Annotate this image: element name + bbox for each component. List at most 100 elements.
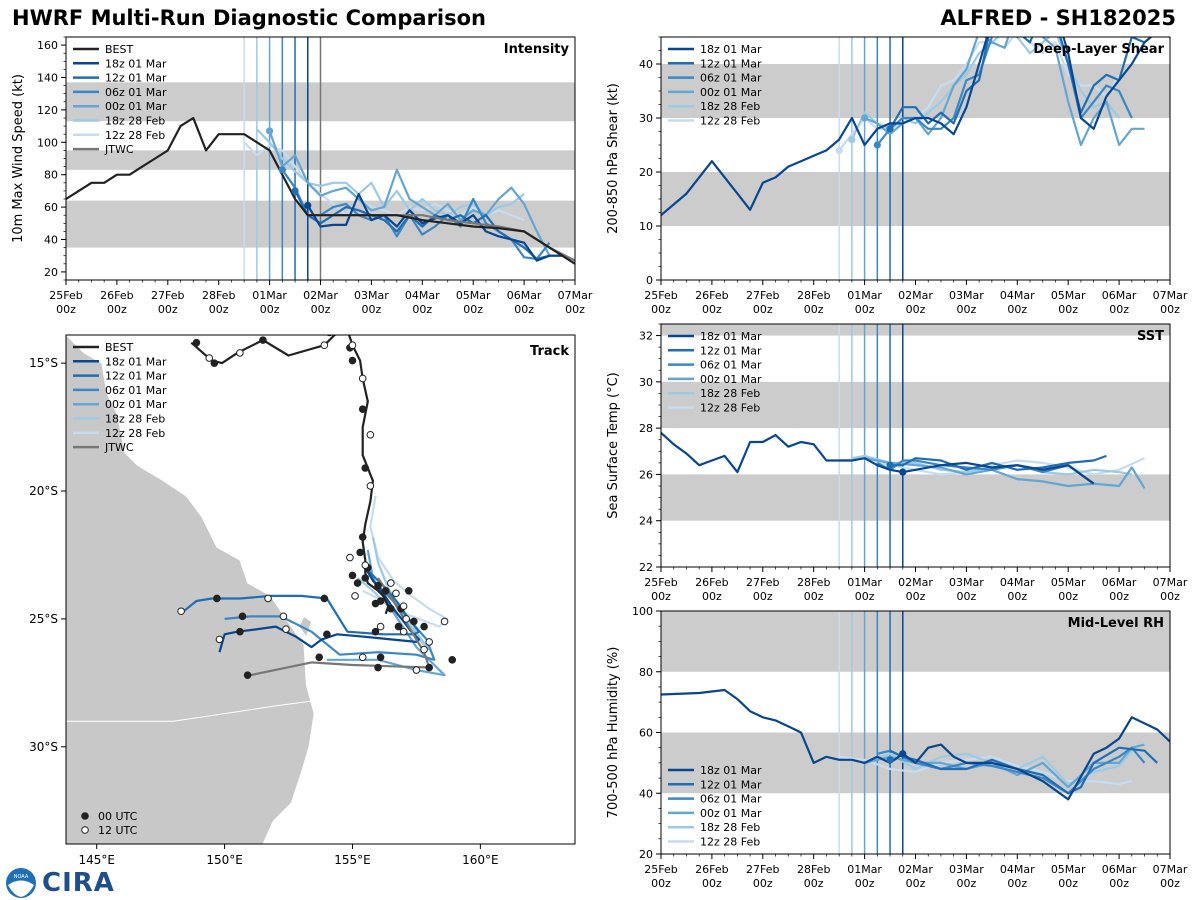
shaded-band [661, 474, 1170, 521]
legend-label: 06z 01 Mar [700, 72, 762, 85]
legend-label: 12z 01 Mar [105, 72, 167, 85]
position-12utc-dot [361, 561, 370, 570]
position-12utc-dot [440, 617, 449, 626]
position-00utc-dot [387, 604, 395, 613]
init-marker [873, 141, 881, 149]
lon-tick-label: 150°E [206, 853, 243, 867]
legend-label: 18z 28 Feb [105, 115, 165, 128]
position-12utc-dot [348, 341, 357, 350]
position-12utc-dot [399, 602, 408, 610]
x-tick-sublabel: 00z [804, 590, 824, 603]
position-12utc-dot [346, 553, 354, 562]
init-marker [886, 756, 894, 764]
x-tick-sublabel: 00z [957, 590, 977, 603]
x-tick-label: 05Mar [1051, 576, 1086, 589]
y-tick-label: 32 [639, 330, 653, 343]
series-line-best [66, 116, 575, 265]
x-tick-label: 27Feb [746, 863, 779, 876]
x-tick-label: 07Mar [1153, 863, 1188, 876]
x-tick-label: 02Mar [303, 289, 338, 302]
legend-label: 06z 01 Mar [700, 359, 762, 372]
y-tick-label: 80 [44, 169, 58, 182]
x-tick-sublabel: 00z [855, 590, 875, 603]
x-tick-label: 01Mar [847, 863, 882, 876]
x-tick-sublabel: 00z [906, 590, 926, 603]
x-tick-label: 03Mar [949, 576, 984, 589]
position-12utc-dot [412, 666, 421, 674]
noaa-logo-text: NOAA [14, 874, 29, 880]
position-12utc-dot [358, 653, 367, 662]
init-marker [886, 461, 894, 469]
land-mass [66, 335, 315, 844]
x-tick-label: 04Mar [1000, 289, 1035, 302]
legend-label: 12z 28 Feb [105, 427, 165, 440]
position-12utc-dot [320, 341, 329, 350]
x-tick-sublabel: 00z [565, 303, 585, 316]
position-12utc-dot [279, 612, 288, 621]
x-tick-label: 07Mar [1153, 576, 1188, 589]
x-tick-sublabel: 00z [514, 303, 534, 316]
x-tick-label: 03Mar [354, 289, 389, 302]
x-tick-sublabel: 00z [1109, 590, 1129, 603]
y-tick-label: 60 [44, 201, 58, 214]
x-tick-sublabel: 00z [651, 877, 671, 890]
position-00utc-dot [259, 336, 267, 344]
x-tick-sublabel: 00z [56, 303, 76, 316]
y-tick-label: 80 [639, 666, 653, 679]
position-00utc-dot [420, 622, 428, 631]
x-tick-sublabel: 00z [804, 877, 824, 890]
legend-label: 18z 01 Mar [700, 330, 762, 343]
track-line-12z-01-mar [183, 569, 421, 636]
x-tick-sublabel: 00z [463, 303, 483, 316]
legend-label: JTWC [104, 143, 134, 156]
panel-intensity: 2040608010012014016025Feb00z26Feb00z27Fe… [11, 36, 593, 316]
x-tick-sublabel: 00z [1109, 877, 1129, 890]
position-12utc-dot [282, 625, 290, 633]
x-tick-label: 02Mar [898, 863, 933, 876]
legend-label: 12z 28 Feb [700, 402, 760, 415]
state-border [66, 700, 315, 722]
position-12utc-dot [264, 594, 272, 603]
position-12utc-dot [358, 374, 367, 383]
y-tick-label: 100 [37, 136, 58, 149]
legend-label: 06z 01 Mar [700, 793, 762, 806]
legend-label: 00z 01 Mar [105, 100, 167, 113]
x-tick-label: 26Feb [695, 289, 728, 302]
axes-frame [65, 334, 576, 845]
x-tick-sublabel: 00z [1160, 303, 1180, 316]
y-tick-label: 20 [639, 848, 653, 861]
panel-title: Track [530, 344, 569, 359]
position-00utc-dot [394, 622, 403, 631]
x-tick-label: 03Mar [949, 863, 984, 876]
x-tick-sublabel: 00z [651, 303, 671, 316]
x-tick-label: 05Mar [456, 289, 491, 302]
x-tick-sublabel: 00z [209, 303, 229, 316]
x-tick-label: 26Feb [695, 863, 728, 876]
position-12utc-dot [387, 579, 395, 587]
shaded-band [661, 611, 1170, 672]
x-tick-sublabel: 00z [702, 303, 722, 316]
y-tick-label: 160 [37, 39, 58, 52]
series-line-12z-01-mar [889, 746, 1159, 795]
x-tick-label: 06Mar [1102, 289, 1137, 302]
x-tick-sublabel: 00z [311, 303, 331, 316]
lat-tick-label: 30°S [29, 740, 58, 754]
panel-title: SST [1137, 329, 1164, 344]
lon-tick-label: 155°E [334, 853, 371, 867]
x-tick-sublabel: 00z [107, 303, 127, 316]
position-12utc-dot [376, 622, 385, 631]
y-tick-label: 30 [639, 376, 653, 389]
x-tick-label: 01Mar [847, 289, 882, 302]
x-tick-label: 26Feb [100, 289, 133, 302]
x-tick-sublabel: 00z [412, 303, 432, 316]
init-marker [899, 468, 907, 476]
position-00utc-dot [361, 464, 370, 472]
x-tick-sublabel: 00z [158, 303, 178, 316]
position-00utc-dot [374, 663, 382, 672]
position-00utc-dot [358, 405, 367, 413]
legend-label: 12z 01 Mar [105, 370, 167, 383]
x-tick-label: 06Mar [507, 289, 542, 302]
